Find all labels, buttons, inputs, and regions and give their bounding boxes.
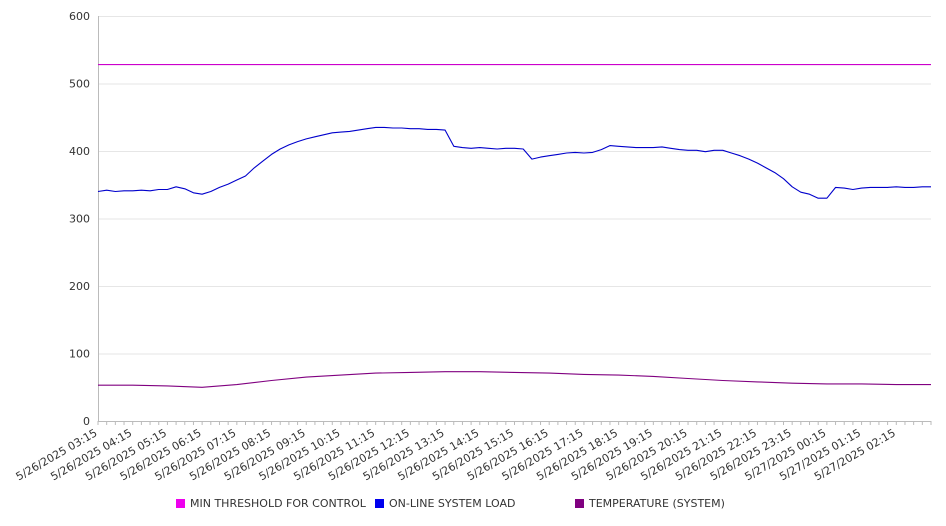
- legend-swatch-system-load: [375, 499, 384, 508]
- legend: MIN THRESHOLD FOR CONTROL ON-LINE SYSTEM…: [0, 497, 946, 515]
- series-lines: [97, 64, 931, 388]
- legend-label-min-threshold: MIN THRESHOLD FOR CONTROL: [190, 497, 366, 510]
- legend-swatch-min-threshold: [176, 499, 185, 508]
- legend-item-system-load[interactable]: ON-LINE SYSTEM LOAD: [375, 497, 515, 510]
- y-tick-label: 200: [69, 280, 90, 293]
- line-chart: 0 100 200 300 400 500 600 5/26/2025 03:155/26/…: [14, 10, 932, 483]
- y-tick-label: 500: [69, 78, 90, 91]
- y-tick-label: 300: [69, 213, 90, 226]
- legend-label-system-load: ON-LINE SYSTEM LOAD: [389, 497, 516, 510]
- legend-label-temperature: TEMPERATURE (SYSTEM): [589, 497, 725, 510]
- gridlines: [98, 16, 931, 355]
- legend-item-min-threshold[interactable]: MIN THRESHOLD FOR CONTROL: [176, 497, 366, 510]
- y-tick-label: 100: [69, 348, 90, 361]
- y-tick-label: 600: [69, 10, 90, 23]
- legend-swatch-temperature: [575, 499, 584, 508]
- y-tick-labels: 0 100 200 300 400 500 600: [69, 10, 90, 428]
- y-tick-label: 0: [83, 415, 90, 428]
- system-load-line: [97, 126, 931, 199]
- axes: [97, 16, 932, 425]
- legend-item-temperature[interactable]: TEMPERATURE (SYSTEM): [575, 497, 725, 510]
- y-tick-label: 400: [69, 145, 90, 158]
- x-tick-labels: 5/26/2025 03:155/26/2025 04:155/26/2025 …: [14, 426, 898, 483]
- temperature-line: [98, 371, 931, 388]
